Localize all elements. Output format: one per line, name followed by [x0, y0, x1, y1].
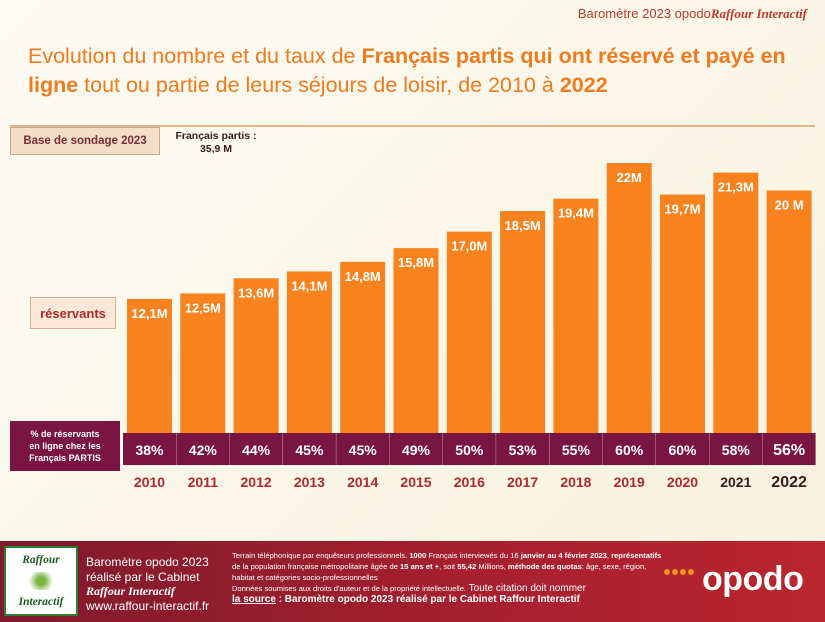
title-part3: tout ou partie de leurs séjours de loisi… — [78, 73, 560, 97]
reservants-label: réservants — [30, 297, 116, 329]
year-tick-label: 2018 — [560, 474, 591, 490]
pct-band-2017 — [496, 433, 550, 465]
year-tick-label: 2017 — [507, 474, 538, 490]
methodology-text: Terrain téléphonique par enquêteurs prof… — [232, 551, 662, 582]
bar-2022 — [766, 190, 812, 466]
year-tick-label: 2020 — [667, 474, 698, 490]
chart-title: Evolution du nombre et du taux de França… — [28, 42, 808, 100]
pct-band-2010 — [123, 433, 176, 465]
year-tick-label: 2011 — [188, 474, 219, 490]
footer-credits: Baromètre opodo 2023 réalisé par le Cabi… — [86, 555, 226, 613]
year-tick-label: 2016 — [454, 474, 485, 490]
opodo-dots-icon — [664, 568, 696, 575]
bar-2018 — [553, 198, 599, 465]
percentage-label: % de réservants en ligne chez les França… — [10, 421, 120, 471]
bar-value-label: 15,8M — [398, 255, 434, 270]
bar-2016 — [446, 231, 492, 465]
pct-band-2020 — [656, 433, 709, 465]
pct-label: 44% — [242, 442, 271, 458]
base-value-line2: 35,9 M — [199, 143, 233, 155]
bar-chart: 12,1M 38% 2010 12,5M 42% 2011 13,6M 44% 2012 14,1… — [123, 163, 816, 491]
year-tick-label: 2019 — [614, 474, 645, 490]
bar-2013 — [286, 271, 332, 465]
pct-label: 42% — [189, 442, 218, 458]
bar-value-label: 22M — [617, 170, 642, 185]
opodo-wordmark: opodo — [702, 560, 804, 598]
year-tick-label: 2015 — [400, 474, 431, 490]
bar-value-label: 19,7M — [664, 202, 700, 217]
year-tick-label: 2012 — [241, 474, 272, 490]
bar-2021 — [713, 172, 759, 466]
rights-text: Données soumises aux droits d'auteur et … — [232, 583, 586, 594]
pct-label: 50% — [455, 442, 484, 458]
base-value: Français partis : 35,9 M — [166, 130, 266, 156]
pct-band-2015 — [389, 433, 443, 465]
pct-band-2012 — [229, 433, 283, 465]
logo-burst-icon — [23, 572, 59, 590]
pct-label: 56% — [773, 442, 805, 459]
bar-value-label: 14,8M — [345, 269, 381, 284]
pct-band-2018 — [549, 433, 603, 465]
logo-bottom-text: Interactif — [18, 596, 64, 608]
pct-label: 45% — [349, 442, 378, 458]
bar-value-label: 12,1M — [131, 306, 167, 321]
footer-line3: Raffour Interactif — [86, 584, 175, 598]
bar-value-label: 21,3M — [718, 180, 754, 195]
pct-band-2013 — [282, 433, 336, 465]
pct-band-2021 — [709, 433, 763, 465]
bar-2017 — [500, 211, 546, 465]
bar-2015 — [393, 248, 439, 465]
footer-line1: Baromètre opodo 2023 — [86, 555, 209, 569]
year-tick-label: 2022 — [771, 474, 807, 491]
source-citation: la source : Baromètre opodo 2023 réalisé… — [232, 594, 580, 605]
title-separator — [10, 125, 815, 127]
pct-label-line2: en ligne chez les — [29, 441, 101, 451]
pct-label: 60% — [615, 442, 644, 458]
footer: Raffour Interactif Baromètre opodo 2023 … — [0, 541, 825, 622]
footer-line2: réalisé par le Cabinet — [86, 569, 200, 584]
base-label: Base de sondage 2023 — [10, 127, 160, 155]
base-value-line1: Français partis : — [175, 130, 257, 142]
year-tick-label: 2014 — [347, 474, 378, 490]
pct-band-2022 — [762, 433, 816, 465]
logo-top-text: Raffour — [22, 554, 60, 566]
pct-label: 49% — [402, 442, 431, 458]
title-part2: Français partis qui ont réservé et payé … — [28, 44, 786, 97]
pct-label-line3: Français PARTIS — [29, 453, 101, 463]
year-tick-label: 2010 — [134, 474, 165, 490]
bar-2020 — [660, 194, 705, 465]
footer-methodology: Terrain téléphonique par enquêteurs prof… — [232, 550, 662, 605]
opodo-logo: opodo — [664, 560, 804, 599]
bar-value-label: 18,5M — [505, 218, 541, 233]
pct-band-2014 — [336, 433, 390, 465]
source-prefix: Baromètre 2023 opodo — [577, 6, 711, 21]
pct-label: 45% — [295, 442, 324, 458]
pct-band-2016 — [442, 433, 496, 465]
pct-label: 60% — [668, 442, 697, 458]
pct-band-2011 — [176, 433, 230, 465]
year-tick-label: 2013 — [294, 474, 325, 490]
bar-value-label: 13,6M — [238, 285, 274, 300]
pct-label-line1: % de réservants — [30, 429, 100, 439]
bar-value-label: 19,4M — [558, 206, 594, 221]
raffour-logo: Raffour Interactif — [4, 546, 78, 616]
bar-2019 — [606, 163, 652, 465]
source-header: Baromètre 2023 opodoRaffour Interactif — [578, 6, 807, 22]
source-brand: Raffour Interactif — [710, 6, 807, 21]
year-tick-label: 2021 — [720, 474, 751, 490]
pct-label: 53% — [509, 442, 538, 458]
pct-label: 58% — [722, 442, 751, 458]
title-part4: 2022 — [559, 73, 608, 97]
pct-band-2019 — [602, 433, 656, 465]
pct-label: 55% — [562, 442, 591, 458]
pct-label: 38% — [135, 442, 164, 458]
footer-website-link[interactable]: www.raffour-interactif.fr — [86, 598, 210, 613]
bar-value-label: 20 M — [775, 197, 804, 212]
bar-value-label: 17,0M — [451, 239, 487, 254]
bar-value-label: 12,5M — [185, 300, 221, 315]
bar-value-label: 14,1M — [291, 278, 327, 293]
title-part1: Evolution du nombre et du taux de — [28, 44, 362, 68]
bar-2014 — [340, 261, 386, 465]
